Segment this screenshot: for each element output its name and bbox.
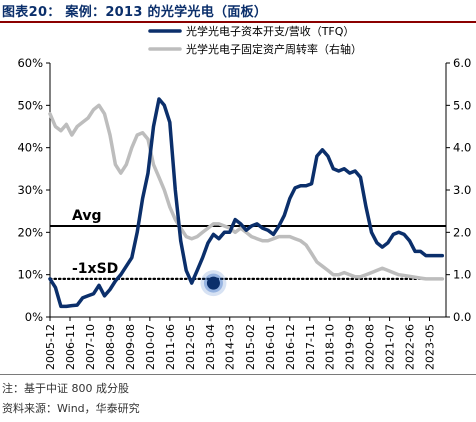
turnover-series-line	[48, 103, 445, 281]
avg-label: Avg	[72, 208, 101, 224]
y-tick-label-left: 40%	[17, 141, 43, 155]
x-tick-label: 2022-06	[404, 324, 417, 370]
tfq-series-line	[48, 97, 445, 309]
x-tick-label: 2016-01	[264, 324, 277, 370]
y-tick-label-left: 10%	[17, 268, 43, 282]
x-tick-label: 2020-08	[364, 324, 377, 370]
source-note: 资料来源：Wind，华泰研究	[2, 402, 140, 415]
y-tick-label-left: 60%	[17, 56, 43, 70]
y-tick-label-right: 6.0	[453, 56, 471, 70]
x-tick-label: 2012-05	[184, 324, 197, 370]
y-tick-label-right: 2.0	[453, 225, 471, 239]
y-tick-label-right: 1.0	[453, 268, 471, 282]
series-layer	[48, 97, 445, 309]
x-tick-label: 2016-12	[284, 324, 297, 370]
x-tick-label: 2014-03	[224, 324, 237, 370]
y-tick-label-left: 0%	[25, 310, 43, 324]
x-tick-label: 2015-02	[244, 324, 257, 370]
axes: 0% 10% 20% 30% 40% 50% 60% 0.0 1.0 2.0 3.0 4.0 5.0 6.…	[17, 56, 471, 370]
figure-title: 图表20： 案例：2013 的光学光电（面板）	[2, 5, 268, 20]
footer-rule	[0, 374, 476, 375]
y-tick-label-left: 30%	[17, 183, 43, 197]
x-tick-label: 2013-04	[204, 324, 217, 370]
title-rule	[0, 21, 476, 23]
x-tick-label: 2023-05	[424, 324, 437, 370]
sd-label: -1xSD	[72, 261, 118, 277]
y-tick-label-left: 50%	[17, 98, 43, 112]
footnote: 注：基于中证 800 成分股	[2, 382, 129, 395]
x-tick-label: 2005-12	[44, 324, 57, 370]
x-tick-label: 2019-09	[344, 324, 357, 370]
y-tick-label-right: 4.0	[453, 141, 471, 155]
legend-label-2: 光学光电子固定资产周转率（右轴）	[186, 42, 362, 56]
y-tick-label-left: 20%	[17, 225, 43, 239]
marker-layer	[200, 270, 227, 297]
x-tick-label: 2007-10	[84, 324, 97, 370]
x-tick-label: 2006-11	[64, 324, 77, 370]
y-tick-label-right: 0.0	[453, 310, 471, 324]
y-tick-label-right: 5.0	[453, 98, 471, 112]
legend: 光学光电子资本开支/营收（TFQ） 光学光电子固定资产周转率（右轴）	[148, 24, 362, 56]
x-tick-label: 2021-07	[384, 324, 397, 370]
legend-label-1: 光学光电子资本开支/营收（TFQ）	[186, 24, 354, 38]
y-tick-label-right: 3.0	[453, 183, 471, 197]
x-tick-label: 2008-09	[104, 324, 117, 370]
reference-lines: Avg -1xSD	[48, 208, 448, 280]
x-tick-label: 2011-06	[164, 324, 177, 370]
highlight-point	[206, 276, 220, 290]
x-tick-label: 2018-10	[324, 324, 337, 370]
line-chart: 光学光电子资本开支/营收（TFQ） 光学光电子固定资产周转率（右轴） 0% 10% 2…	[17, 24, 471, 370]
x-tick-label: 2009-08	[124, 324, 137, 370]
x-tick-label: 2010-07	[144, 324, 157, 370]
x-tick-label: 2017-11	[304, 324, 317, 370]
